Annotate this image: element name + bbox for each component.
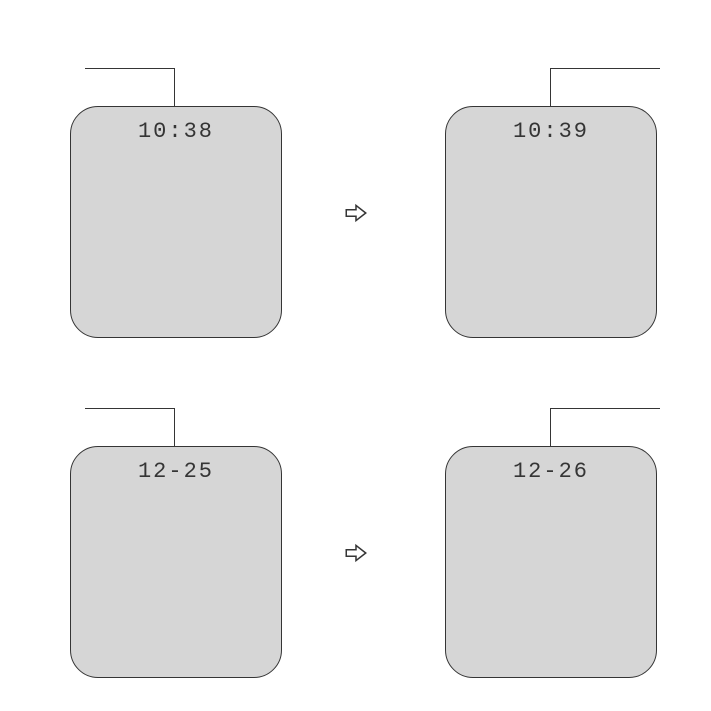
callout-line (85, 408, 175, 409)
callout-line (85, 68, 175, 69)
device-panel: 10:38 (70, 106, 282, 338)
callout-line (550, 408, 660, 409)
callout-line (550, 68, 660, 69)
time-display: 10:38 (71, 119, 281, 144)
row-1: 10:38 10:39 (0, 40, 711, 340)
panel-date-before: 12-25 (55, 380, 295, 680)
panel-time-before: 10:38 (55, 40, 295, 340)
device-panel: 12-25 (70, 446, 282, 678)
panel-date-after: 12-26 (430, 380, 670, 680)
device-panel: 10:39 (445, 106, 657, 338)
time-display: 10:39 (446, 119, 656, 144)
date-display: 12-26 (446, 459, 656, 484)
panel-time-after: 10:39 (430, 40, 670, 340)
date-display: 12-25 (71, 459, 281, 484)
arrow-icon (343, 540, 369, 566)
device-panel: 12-26 (445, 446, 657, 678)
arrow-icon (343, 200, 369, 226)
row-2: 12-25 12-26 (0, 380, 711, 680)
